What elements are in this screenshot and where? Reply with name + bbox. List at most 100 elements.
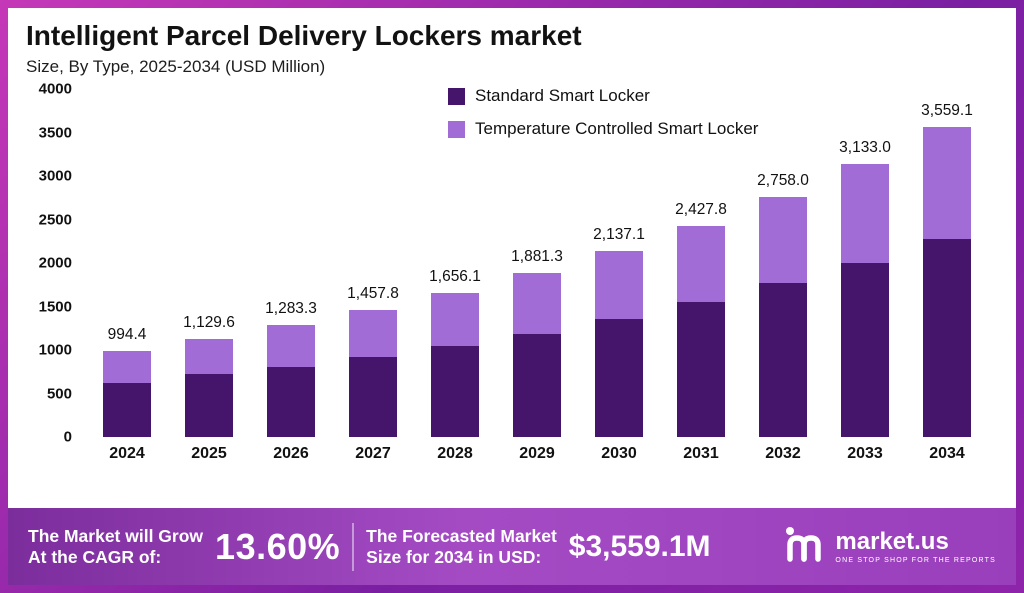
stacked-bar: [923, 127, 971, 437]
chart-legend: Standard Smart Locker Temperature Control…: [448, 86, 758, 139]
y-tick-label: 2000: [38, 254, 72, 272]
segment-standard: [841, 263, 889, 437]
bar-group: 994.4 2024: [88, 89, 166, 471]
bar-total-label: 1,283.3: [265, 300, 317, 318]
segment-standard: [349, 356, 397, 437]
cagr-value: 13.60%: [215, 525, 341, 567]
bar-total-label: 1,881.3: [511, 248, 563, 266]
bar-group: 1,457.8 2027: [334, 89, 412, 471]
segment-temperature-controlled: [595, 251, 643, 320]
forecast-label-line2: Size for 2034 in USD:: [366, 546, 542, 567]
brand-name: market.us: [835, 527, 949, 555]
segment-standard: [267, 366, 315, 437]
x-axis-year-label: 2028: [437, 445, 473, 462]
chart-area: Intelligent Parcel Delivery Lockers mark…: [8, 8, 1016, 508]
forecast-label: The Forecasted Market Size for 2034 in U…: [366, 526, 557, 567]
segment-temperature-controlled: [103, 350, 151, 384]
bar-total-label: 994.4: [107, 325, 147, 343]
segment-standard: [431, 346, 479, 437]
x-axis-year-label: 2033: [847, 445, 883, 462]
bar-total-label: 1,129.6: [183, 313, 235, 331]
bars-container: 994.4 2024 1,129.6 2025 1,283.3 2026 1,457.8 20…: [84, 89, 990, 471]
legend-item: Temperature Controlled Smart Locker: [448, 119, 758, 139]
brand-logo: market.us ONE STOP SHOP FOR THE REPORTS: [785, 526, 996, 567]
legend-label: Standard Smart Locker: [475, 86, 650, 105]
bar-group: 2,137.1 2030: [580, 89, 658, 471]
brand-tagline: ONE STOP SHOP FOR THE REPORTS: [835, 556, 996, 564]
x-axis-year-label: 2029: [519, 445, 555, 462]
legend-item: Standard Smart Locker: [448, 86, 758, 106]
cagr-label-line2: At the CAGR of:: [28, 546, 162, 567]
y-axis: 0 500 1000 1500 2000 2500 3000 3500 4000: [26, 82, 84, 445]
segment-temperature-controlled: [841, 164, 889, 263]
y-tick-label: 1000: [38, 341, 72, 359]
x-axis-year-label: 2030: [601, 445, 637, 462]
bar-group: 1,129.6 2025: [170, 89, 248, 471]
segment-standard: [185, 374, 233, 437]
bar-group: 2,758.0 2032: [744, 89, 822, 471]
bar-total-label: 1,656.1: [429, 267, 481, 285]
x-axis-year-label: 2034: [929, 445, 965, 462]
x-axis-year-label: 2032: [765, 445, 801, 462]
chart-subtitle: Size, By Type, 2025-2034 (USD Million): [26, 57, 326, 76]
stacked-bar: [103, 350, 151, 437]
bar-total-label: 2,137.1: [593, 226, 645, 244]
bar-total-label: 2,758.0: [757, 172, 809, 190]
y-tick-label: 1500: [38, 298, 72, 315]
x-axis-year-label: 2024: [109, 445, 145, 462]
x-axis-year-label: 2027: [355, 445, 391, 462]
bar-group: 1,283.3 2026: [252, 89, 330, 471]
stacked-bar: [595, 251, 643, 437]
stacked-bar: [267, 325, 315, 437]
legend-swatch: [448, 87, 465, 105]
segment-temperature-controlled: [349, 310, 397, 357]
forecast-value: $3,559.1M: [568, 529, 711, 563]
bar-group: 1,656.1 2028: [416, 89, 494, 471]
x-axis-year-label: 2025: [191, 445, 227, 462]
y-tick-label: 4000: [38, 80, 72, 98]
stacked-bar: [677, 225, 725, 437]
segment-temperature-controlled: [513, 273, 561, 334]
y-tick-label: 500: [46, 385, 72, 402]
legend-label: Temperature Controlled Smart Locker: [475, 119, 759, 138]
bar-total-label: 3,133.0: [839, 139, 891, 157]
y-tick-label: 2500: [38, 211, 72, 228]
segment-temperature-controlled: [759, 197, 807, 284]
stacked-bar: [513, 273, 561, 437]
stacked-bar: [431, 292, 479, 437]
forecast-label-line1: The Forecasted Market: [366, 525, 557, 546]
chart-card: Intelligent Parcel Delivery Lockers mark…: [8, 8, 1016, 585]
legend-swatch: [448, 120, 465, 138]
bar-group: 1,881.3 2029: [498, 89, 576, 471]
brand-text-block: market.us ONE STOP SHOP FOR THE REPORTS: [835, 527, 996, 564]
stacked-bar: [349, 310, 397, 437]
page-title: Intelligent Parcel Delivery Lockers mark…: [26, 20, 582, 51]
stacked-bar: [841, 164, 889, 437]
segment-standard: [513, 334, 561, 437]
bar-group: 2,427.8 2031: [662, 89, 740, 471]
footer-banner: The Market will Grow At the CAGR of: 13.…: [8, 508, 1016, 585]
x-axis-year-label: 2026: [273, 445, 309, 462]
bar-total-label: 3,559.1: [921, 102, 973, 120]
segment-temperature-controlled: [677, 225, 725, 302]
market-us-logo-icon: [785, 526, 825, 567]
x-axis-year-label: 2031: [683, 445, 719, 462]
y-tick-label: 0: [63, 428, 72, 446]
segment-temperature-controlled: [923, 127, 971, 239]
bar-group: 3,133.0 2033: [826, 89, 904, 471]
segment-standard: [923, 239, 971, 437]
segment-standard: [595, 319, 643, 437]
segment-standard: [759, 283, 807, 437]
y-tick-label: 3000: [38, 167, 72, 185]
stacked-bar: [759, 197, 807, 437]
stacked-bar: [185, 338, 233, 437]
segment-temperature-controlled: [431, 292, 479, 346]
cagr-label: The Market will Grow At the CAGR of:: [28, 526, 203, 567]
segment-standard: [677, 301, 725, 437]
segment-standard: [103, 383, 151, 437]
cagr-label-line1: The Market will Grow: [28, 525, 204, 546]
y-tick-label: 3500: [38, 124, 72, 141]
bar-group: 3,559.1 2034: [908, 89, 986, 471]
bar-total-label: 1,457.8: [347, 285, 399, 303]
